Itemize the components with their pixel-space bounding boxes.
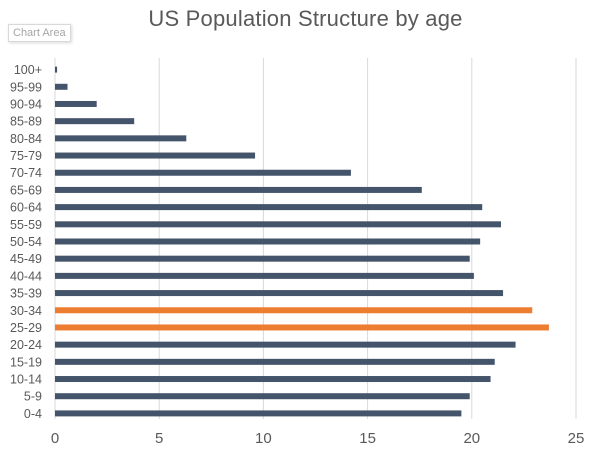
y-category-label: 45-49	[10, 252, 42, 266]
y-category-label: 65-69	[10, 183, 42, 197]
chart-title: US Population Structure by age	[148, 6, 463, 31]
y-category-label: 40-44	[10, 269, 42, 283]
bar-30-34[interactable]	[55, 307, 533, 314]
y-category-label: 30-34	[10, 304, 42, 318]
bar-85-89[interactable]	[55, 118, 135, 125]
bar-75-79[interactable]	[55, 152, 256, 159]
bar-35-39[interactable]	[55, 290, 504, 297]
bar-45-49[interactable]	[55, 255, 470, 262]
bar-80-84[interactable]	[55, 135, 187, 142]
y-category-label: 55-59	[10, 218, 42, 232]
x-tick-label: 25	[568, 430, 585, 447]
y-category-label: 10-14	[10, 373, 42, 387]
y-category-label: 35-39	[10, 287, 42, 301]
y-category-label: 0-4	[24, 407, 42, 421]
bar-40-44[interactable]	[55, 272, 474, 279]
bar-20-24[interactable]	[55, 341, 516, 348]
x-tick-label: 5	[155, 430, 163, 447]
y-category-label: 50-54	[10, 235, 42, 249]
bar-55-59[interactable]	[55, 221, 501, 228]
x-tick-label: 15	[359, 430, 376, 447]
bars	[55, 66, 549, 417]
bar-70-74[interactable]	[55, 169, 351, 176]
y-category-label: 100+	[14, 63, 42, 77]
bar-90-94[interactable]	[55, 100, 97, 107]
y-axis-labels: 0-4 5-9 10-14 15-19 20-24 25-29 30-34 35-39 40-4…	[10, 63, 42, 421]
x-tick-label: 10	[255, 430, 272, 447]
y-category-label: 25-29	[10, 321, 42, 335]
bar-0-4[interactable]	[55, 410, 462, 417]
bar-95-99[interactable]	[55, 83, 68, 90]
x-tick-label: 0	[51, 430, 59, 447]
y-category-label: 20-24	[10, 338, 42, 352]
bar-10-14[interactable]	[55, 376, 491, 383]
bar-15-19[interactable]	[55, 358, 495, 365]
y-category-label: 85-89	[10, 115, 42, 129]
bar-100+[interactable]	[55, 66, 58, 73]
bar-60-64[interactable]	[55, 204, 483, 211]
chart-area-tooltip: Chart Area	[8, 24, 71, 42]
y-category-label: 75-79	[10, 149, 42, 163]
bar-25-29[interactable]	[55, 324, 549, 331]
x-axis-labels: 0 5 10 15 20 25	[51, 430, 585, 447]
y-category-label: 70-74	[10, 166, 42, 180]
bar-50-54[interactable]	[55, 238, 481, 245]
y-category-label: 95-99	[10, 80, 42, 94]
y-category-label: 90-94	[10, 97, 42, 111]
y-category-label: 15-19	[10, 355, 42, 369]
x-tick-label: 20	[463, 430, 480, 447]
bar-5-9[interactable]	[55, 393, 470, 400]
y-category-label: 5-9	[24, 390, 42, 404]
y-category-label: 80-84	[10, 132, 42, 146]
bar-65-69[interactable]	[55, 186, 422, 193]
y-category-label: 60-64	[10, 201, 42, 215]
